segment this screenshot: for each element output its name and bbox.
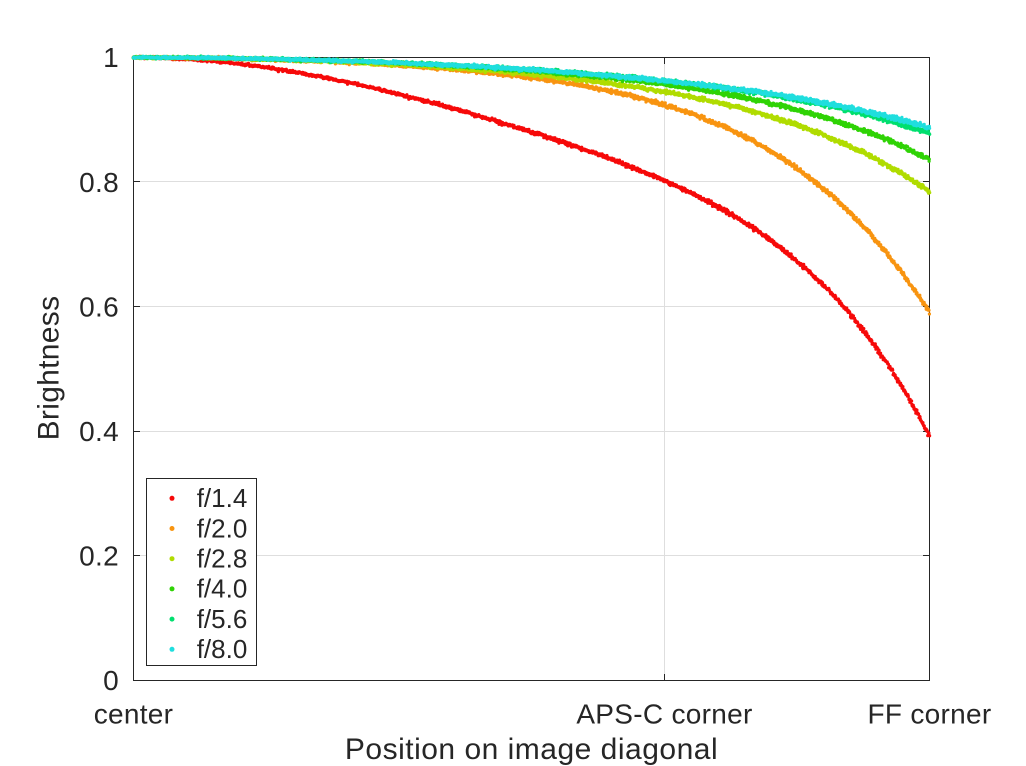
svg-text:0.2: 0.2 bbox=[79, 541, 119, 572]
svg-text:Position on image diagonal: Position on image diagonal bbox=[345, 733, 718, 766]
svg-text:f/4.0: f/4.0 bbox=[197, 574, 248, 604]
svg-text:Brightness: Brightness bbox=[32, 296, 65, 441]
svg-text:f/2.8: f/2.8 bbox=[197, 544, 248, 574]
svg-text:0.4: 0.4 bbox=[79, 416, 119, 447]
svg-text:f/1.4: f/1.4 bbox=[197, 483, 248, 513]
svg-text:APS-C corner: APS-C corner bbox=[576, 699, 752, 730]
svg-text:f/2.0: f/2.0 bbox=[197, 513, 248, 543]
svg-text:0.6: 0.6 bbox=[79, 291, 119, 322]
svg-text:f/5.6: f/5.6 bbox=[197, 604, 248, 634]
svg-text:FF corner: FF corner bbox=[867, 699, 991, 730]
svg-text:1: 1 bbox=[103, 42, 119, 73]
svg-text:center: center bbox=[94, 699, 174, 730]
svg-text:0.8: 0.8 bbox=[79, 167, 119, 198]
svg-text:0: 0 bbox=[103, 665, 119, 696]
svg-text:f/8.0: f/8.0 bbox=[197, 634, 248, 664]
